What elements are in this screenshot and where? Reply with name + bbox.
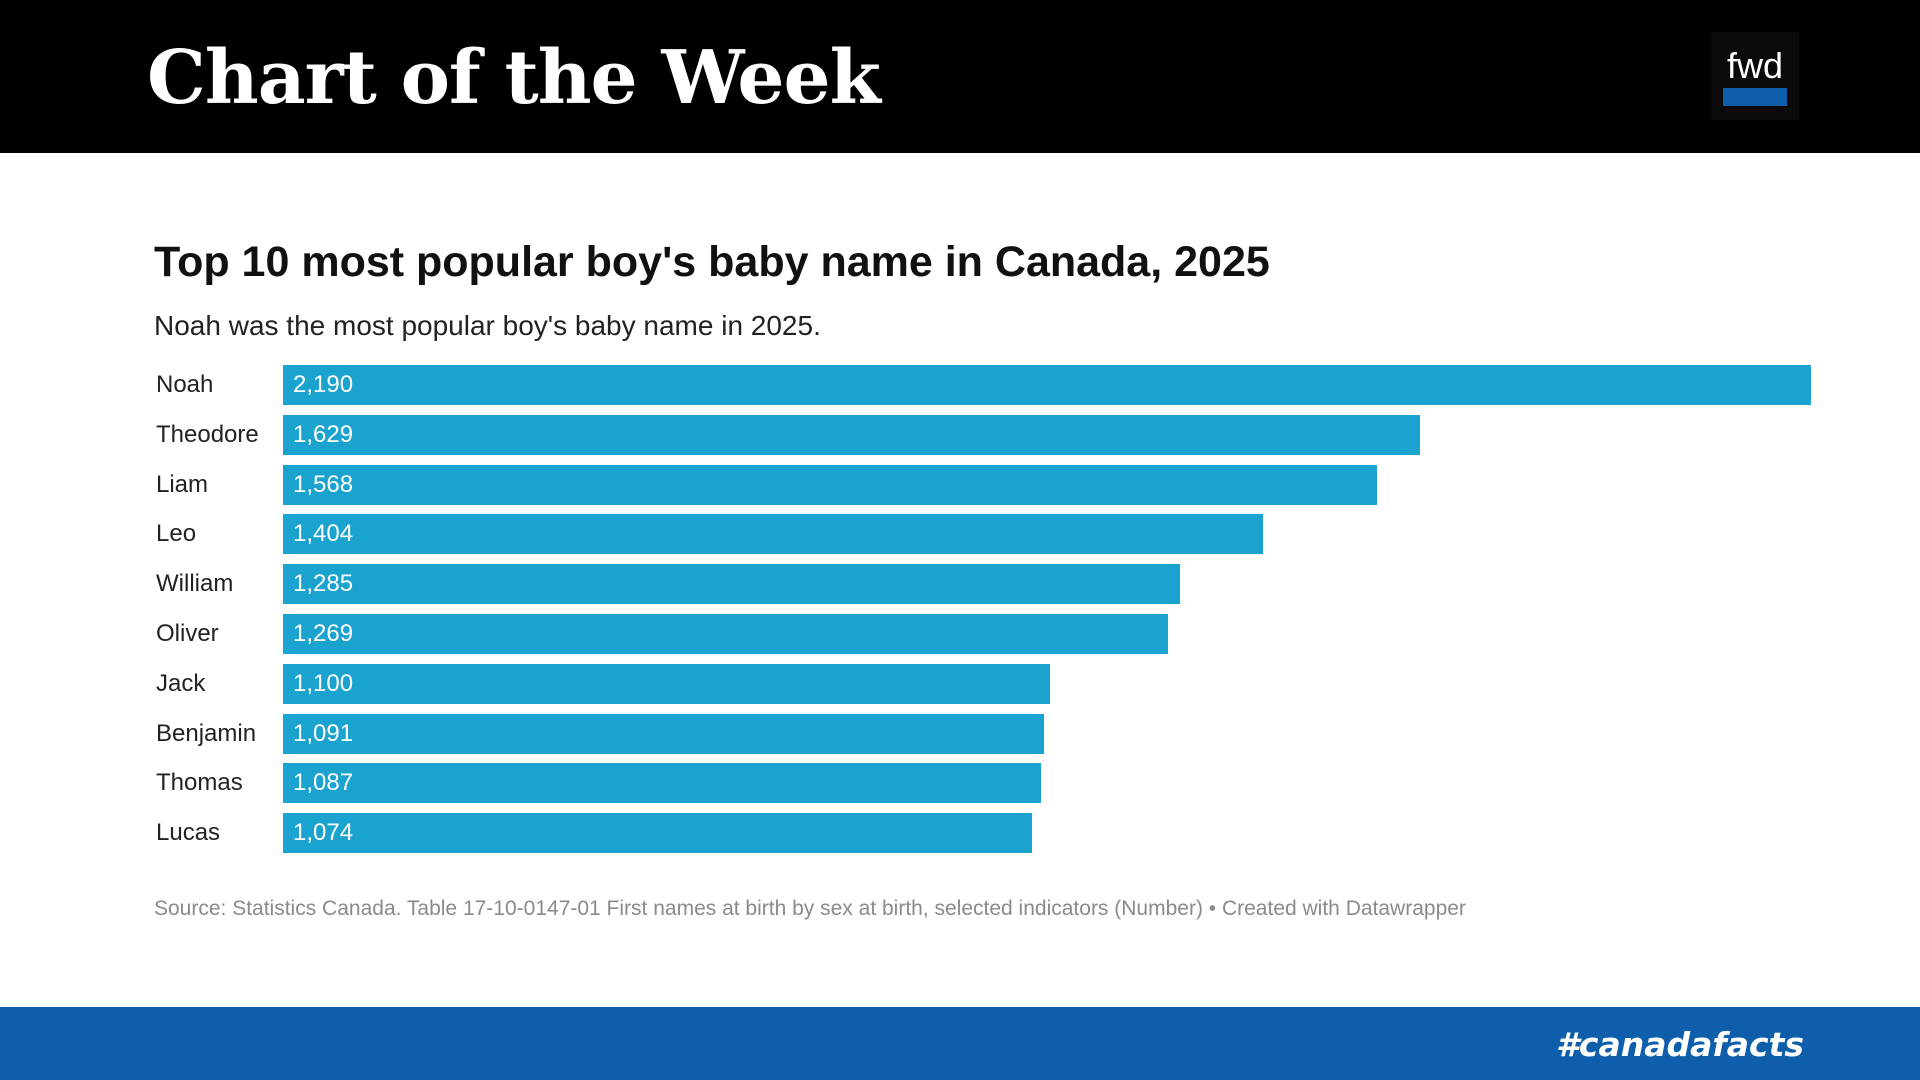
bar-value-label: 1,568 <box>293 470 354 498</box>
chart-source: Source: Statistics Canada. Table 17-10-0… <box>154 897 1466 920</box>
bar-category-label: Theodore <box>156 420 259 448</box>
bar-value-label: 1,404 <box>293 520 354 548</box>
bar <box>283 663 1051 704</box>
bar-row: Benjamin 1,091 <box>154 713 1814 755</box>
bar-category-label: Leo <box>156 520 197 548</box>
bar <box>283 414 1420 455</box>
footer-banner: #canadafacts <box>0 1007 1920 1080</box>
logo-accent-bar <box>1723 88 1787 106</box>
bar-value-label: 1,100 <box>293 669 354 697</box>
bar <box>283 514 1263 555</box>
bar <box>283 813 1033 854</box>
bar-category-label: Lucas <box>156 819 221 847</box>
bar-value-label: 1,269 <box>293 620 354 647</box>
bar-category-label: Thomas <box>156 769 243 797</box>
chart-subtitle: Noah was the most popular boy's baby nam… <box>154 310 821 341</box>
header-title: Chart of the Week <box>147 35 881 121</box>
bar-row: Theodore 1,629 <box>154 414 1814 456</box>
bar-row: Jack 1,100 <box>154 663 1814 705</box>
bar-value-label: 1,091 <box>293 719 354 747</box>
hashtag: #canadafacts <box>1555 1025 1804 1064</box>
bar-category-label: William <box>156 570 234 598</box>
bar <box>283 763 1042 804</box>
bar-row: Liam 1,568 <box>154 464 1814 506</box>
bar-row: Leo 1,404 <box>154 513 1814 555</box>
bar-row: Noah 2,190 <box>154 364 1814 406</box>
bar-row: Thomas 1,087 <box>154 762 1814 804</box>
bar-value-label: 1,285 <box>293 570 354 598</box>
bar-category-label: Oliver <box>156 620 219 647</box>
bar-category-label: Benjamin <box>156 719 257 747</box>
bar-category-label: Noah <box>156 371 214 398</box>
logo-text: fwd <box>1726 45 1784 86</box>
bar-value-label: 1,074 <box>293 819 354 847</box>
bar-row: Lucas 1,074 <box>154 812 1814 854</box>
bar-category-label: Jack <box>156 669 206 697</box>
fwd-logo: fwd <box>1711 32 1799 120</box>
bar-row: Oliver 1,269 <box>154 613 1814 655</box>
bar <box>283 713 1045 754</box>
header-banner: Chart of the Week fwd <box>0 0 1920 153</box>
bar <box>283 564 1180 605</box>
bar <box>283 365 1811 405</box>
chart-title: Top 10 most popular boy's baby name in C… <box>154 238 1270 286</box>
bar-value-label: 2,190 <box>293 371 354 398</box>
bar-chart: Noah 2,190 Theodore 1,629 Liam 1,568 Leo 1,404 W… <box>154 364 1814 860</box>
bar-category-label: Liam <box>156 470 209 498</box>
bar <box>283 464 1378 505</box>
bar-value-label: 1,629 <box>293 420 354 448</box>
bar <box>283 614 1169 654</box>
bar-value-label: 1,087 <box>293 769 354 797</box>
bar-row: William 1,285 <box>154 563 1814 605</box>
